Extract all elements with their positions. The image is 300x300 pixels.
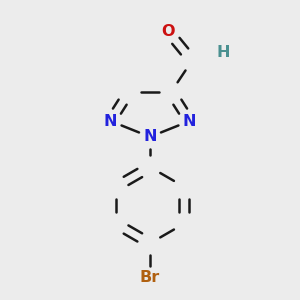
- Text: N: N: [104, 114, 117, 129]
- Text: Br: Br: [140, 270, 160, 285]
- Text: H: H: [217, 45, 230, 60]
- Text: N: N: [183, 114, 196, 129]
- Text: N: N: [143, 129, 157, 144]
- Text: O: O: [162, 24, 175, 39]
